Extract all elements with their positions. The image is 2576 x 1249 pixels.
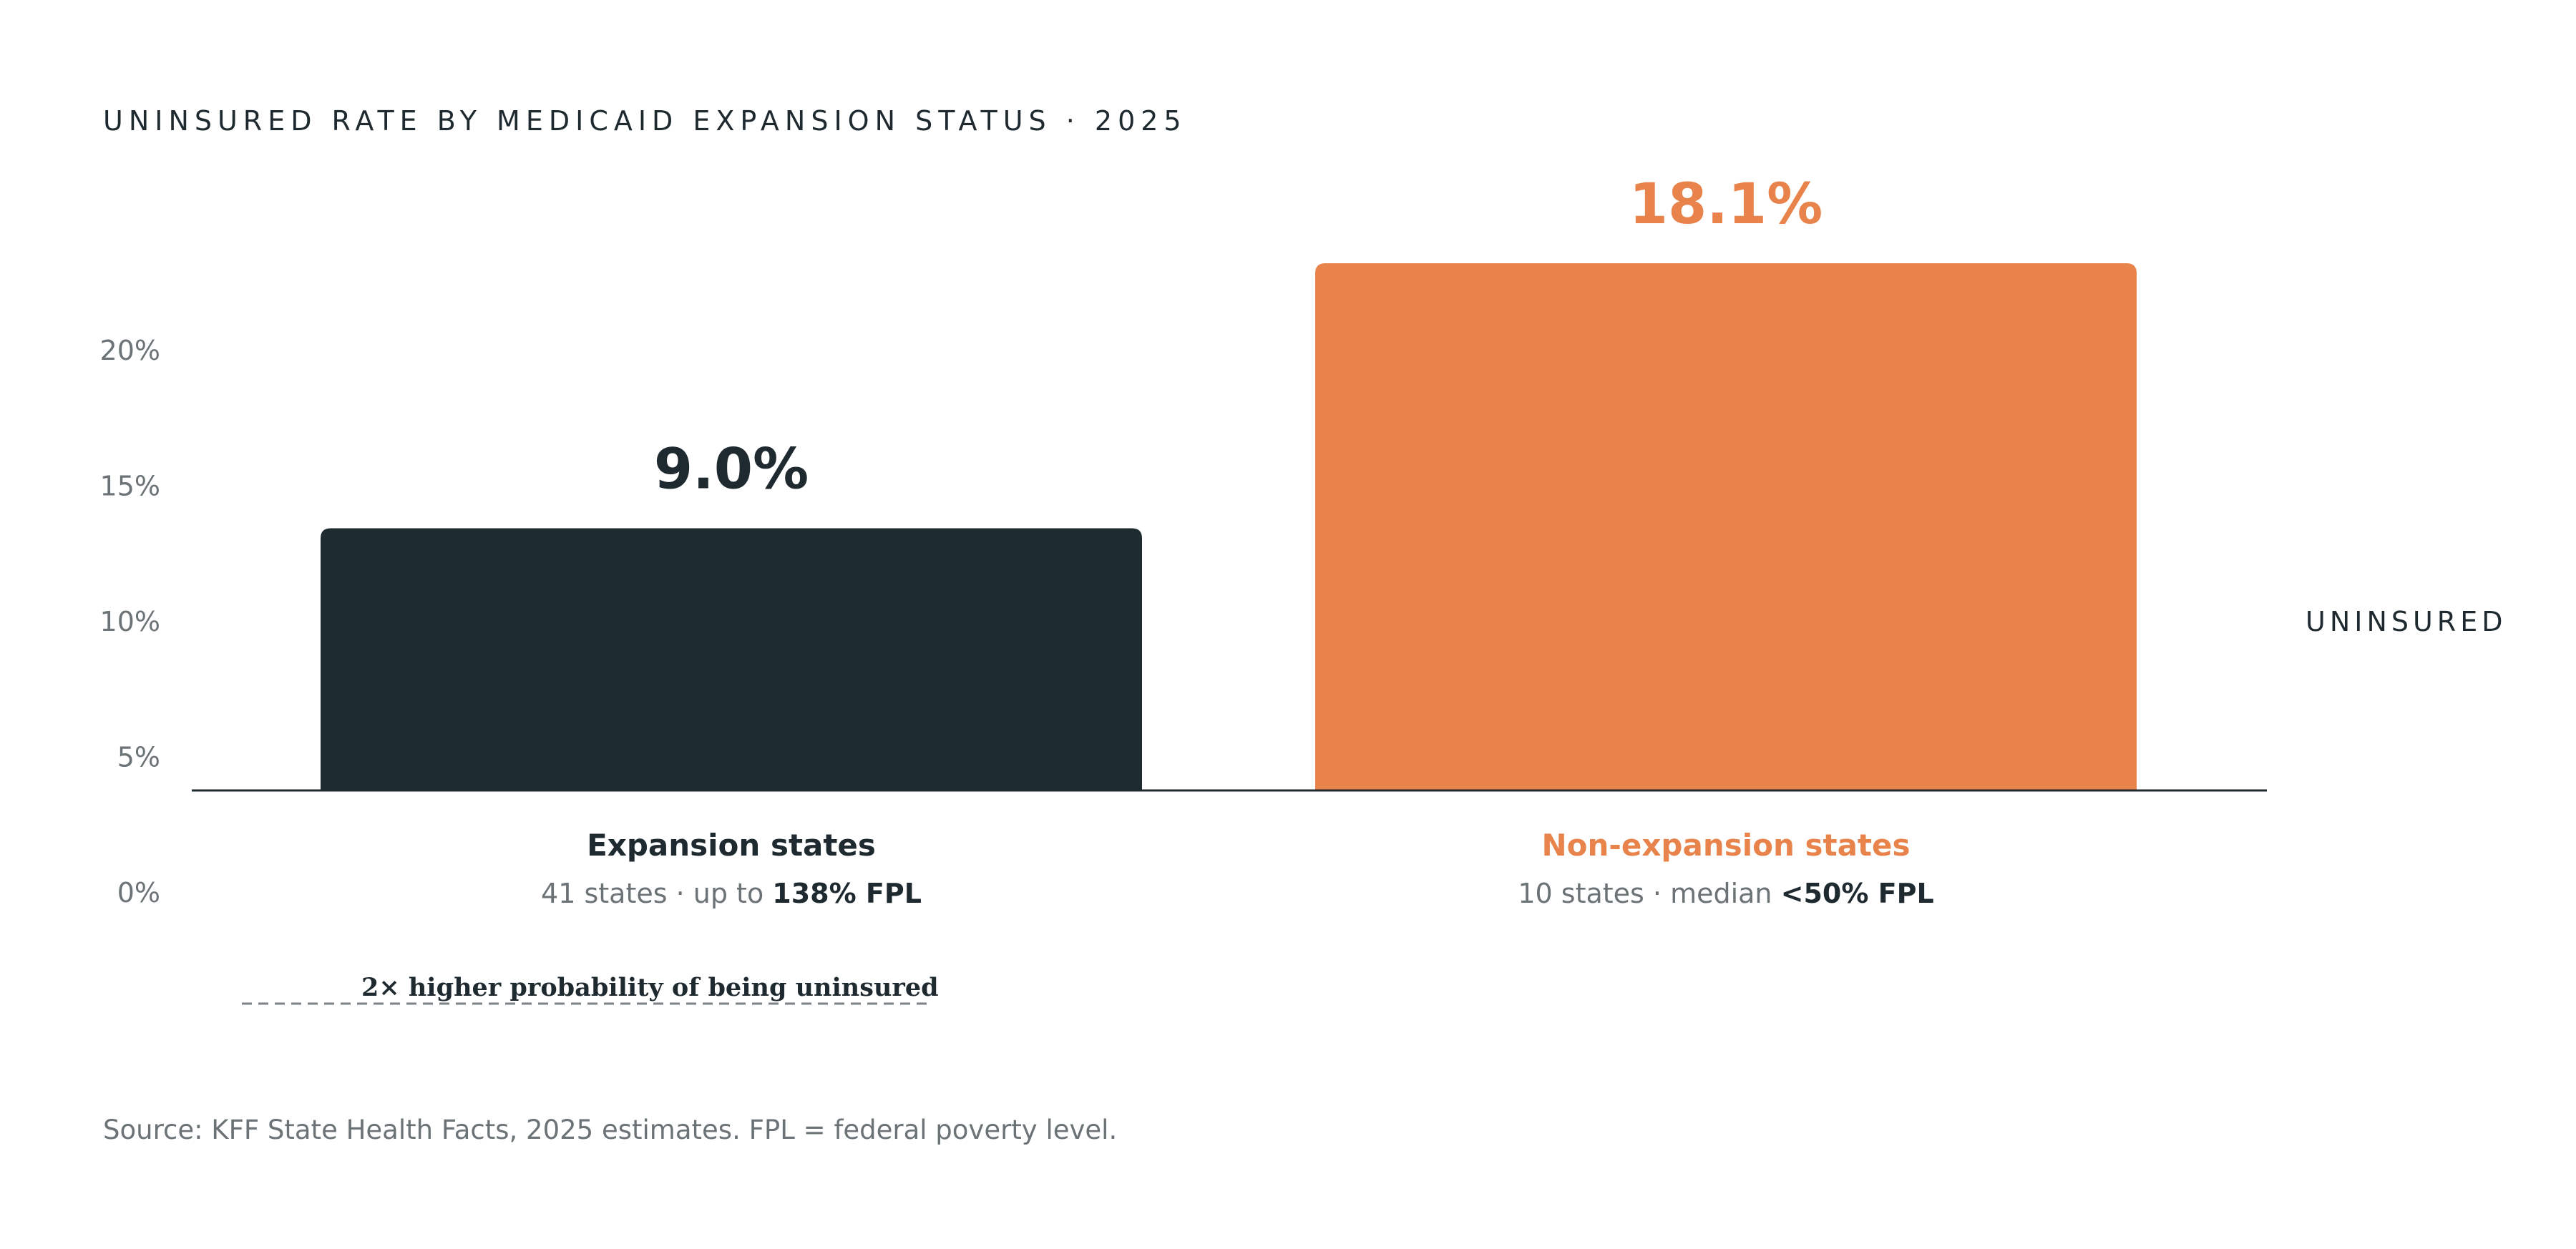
y-axis: 20% 15% 10% 5% 0% bbox=[100, 335, 160, 908]
category-detail: 10 states · median <50% FPL bbox=[1518, 878, 1933, 909]
category-detail-text: 10 states · median bbox=[1518, 878, 1780, 909]
category-detail-fpl: <50% FPL bbox=[1781, 878, 1934, 909]
y-axis-label: UNINSURED bbox=[2306, 606, 2507, 637]
source-note: Source: KFF State Health Facts, 2025 est… bbox=[103, 1115, 1117, 1145]
chart-title: UNINSURED RATE BY MEDICAID EXPANSION STA… bbox=[103, 105, 1187, 137]
bar bbox=[321, 528, 1142, 790]
category-label: Expansion states bbox=[587, 828, 876, 863]
y-tick-label: 0% bbox=[117, 877, 160, 908]
bars: 9.0% 18.1% bbox=[321, 172, 2137, 790]
category-detail: 41 states · up to 138% FPL bbox=[541, 878, 922, 909]
bar-value-label: 9.0% bbox=[654, 438, 809, 502]
category-label: Non-expansion states bbox=[1542, 828, 1911, 863]
y-tick-label: 20% bbox=[100, 335, 160, 366]
category-detail-text: 41 states · up to bbox=[541, 878, 772, 909]
category-detail-fpl: 138% FPL bbox=[772, 878, 922, 909]
annotation-text: 2× higher probability of being uninsured bbox=[361, 973, 939, 1002]
y-tick-label: 15% bbox=[100, 471, 160, 502]
bar-value-label: 18.1% bbox=[1629, 172, 1823, 237]
y-tick-label: 10% bbox=[100, 606, 160, 637]
category-labels: Expansion states 41 states · up to 138% F… bbox=[541, 828, 1934, 909]
bar bbox=[1315, 263, 2137, 790]
y-tick-label: 5% bbox=[117, 742, 160, 773]
